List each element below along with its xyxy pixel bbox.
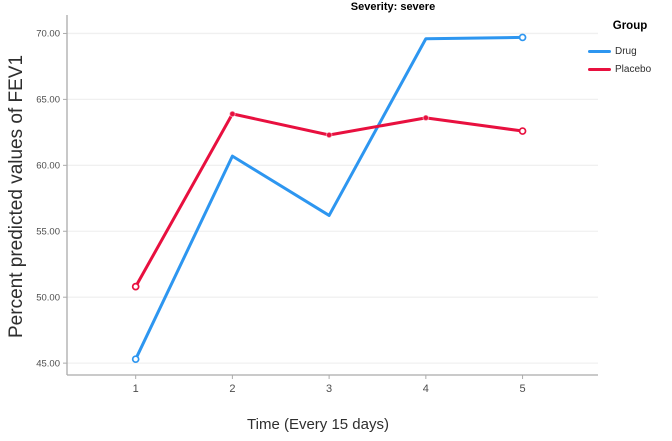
y-tick-label: 60.00 — [36, 161, 60, 172]
legend-item-placebo: Placebo — [588, 64, 672, 75]
legend-swatch-placebo — [588, 68, 611, 71]
y-tick-label: 55.00 — [36, 226, 60, 237]
x-tick-label: 1 — [133, 383, 139, 395]
data-point-drug — [518, 33, 527, 42]
data-point-placebo — [422, 114, 430, 122]
data-point-drug — [131, 355, 140, 364]
x-tick-label: 2 — [229, 383, 235, 395]
x-tick-label: 5 — [519, 383, 525, 395]
series-line-drug — [134, 35, 525, 361]
legend: Group Drug Placebo — [588, 20, 672, 82]
legend-label: Placebo — [615, 64, 652, 75]
chart-title: Severity: severe — [350, 1, 436, 13]
data-point-placebo — [131, 282, 140, 291]
y-tick-label: 45.00 — [36, 358, 60, 369]
x-axis-title: Time (Every 15 days) — [247, 416, 389, 433]
data-point-placebo — [228, 110, 236, 118]
series-line-placebo — [134, 112, 525, 289]
y-axis-title: Percent predicted values of FEV1 — [6, 54, 27, 338]
data-point-placebo — [325, 131, 333, 139]
x-tick-label: 4 — [423, 383, 429, 395]
y-tick-label: 70.00 — [36, 29, 60, 40]
x-tick-label: 3 — [326, 383, 332, 395]
legend-label: Drug — [615, 46, 637, 57]
legend-item-drug: Drug — [588, 46, 672, 57]
legend-title: Group — [612, 20, 648, 32]
data-point-placebo — [518, 127, 527, 135]
legend-swatch-drug — [588, 50, 611, 53]
legend-items: Drug Placebo — [588, 46, 672, 75]
y-tick-label: 65.00 — [36, 95, 60, 106]
y-tick-label: 50.00 — [36, 292, 60, 303]
